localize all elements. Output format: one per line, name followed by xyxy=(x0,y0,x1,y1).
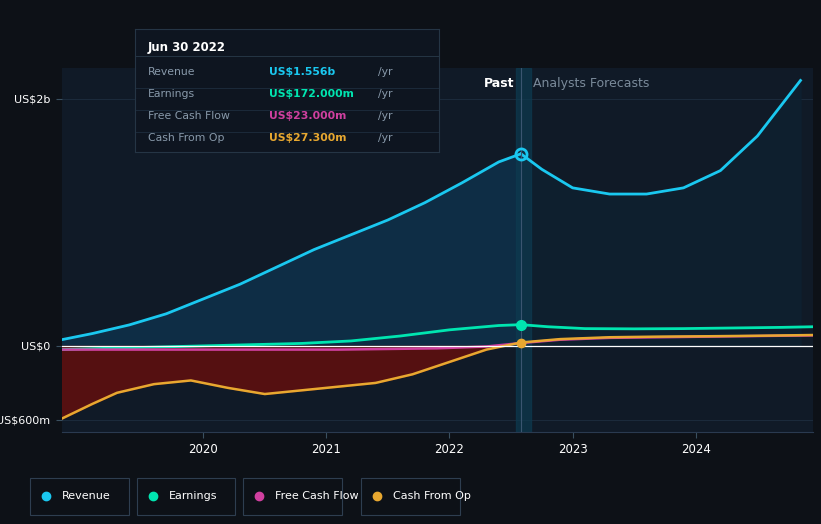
Text: /yr: /yr xyxy=(378,111,393,121)
Text: US$172.000m: US$172.000m xyxy=(269,89,354,99)
Text: Analysts Forecasts: Analysts Forecasts xyxy=(533,77,649,90)
Text: US$27.300m: US$27.300m xyxy=(269,134,346,144)
Text: Cash From Op: Cash From Op xyxy=(393,492,470,501)
Text: Revenue: Revenue xyxy=(62,492,111,501)
Text: Past: Past xyxy=(484,77,515,90)
Text: Cash From Op: Cash From Op xyxy=(148,134,224,144)
Text: Earnings: Earnings xyxy=(148,89,195,99)
Bar xyxy=(516,68,530,432)
Text: US$23.000m: US$23.000m xyxy=(269,111,346,121)
Text: Free Cash Flow: Free Cash Flow xyxy=(276,492,359,501)
Text: Earnings: Earnings xyxy=(169,492,218,501)
Text: Revenue: Revenue xyxy=(148,67,195,77)
Text: /yr: /yr xyxy=(378,134,393,144)
Text: Free Cash Flow: Free Cash Flow xyxy=(148,111,230,121)
Text: /yr: /yr xyxy=(378,89,393,99)
Text: /yr: /yr xyxy=(378,67,393,77)
Text: Jun 30 2022: Jun 30 2022 xyxy=(148,41,226,54)
Text: US$1.556b: US$1.556b xyxy=(269,67,335,77)
